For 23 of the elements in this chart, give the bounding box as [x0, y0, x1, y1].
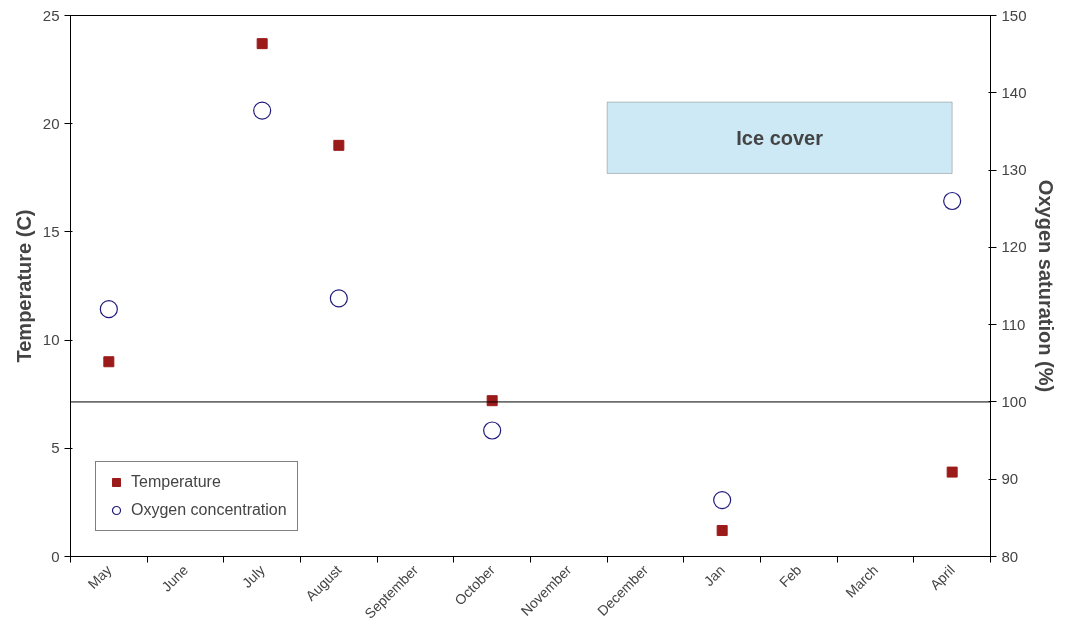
y-tick-label: 10 [42, 331, 60, 349]
y2-tick-label: 100 [1001, 392, 1027, 410]
y-axis-title: Temperature (C) [12, 209, 35, 363]
x-tick-label: May [84, 561, 115, 592]
y-tick-label: 20 [42, 114, 60, 132]
y2-tick-label: 140 [1001, 83, 1027, 101]
y-tick-label: 25 [42, 6, 60, 24]
y-tick-label: 5 [51, 439, 60, 457]
legend-label: Temperature [131, 473, 221, 491]
y2-tick-label: 110 [1001, 315, 1026, 333]
x-tick-label: July [238, 561, 268, 591]
y2-axis-title: Oxygen saturation (%) [1034, 179, 1057, 393]
y2-tick-label: 130 [1001, 161, 1027, 179]
band-label: Ice cover [736, 126, 824, 149]
x-tick-label: Feb [776, 561, 805, 591]
y-tick-label: 15 [42, 222, 60, 240]
y2-tick-label: 80 [1001, 547, 1019, 565]
y-tick-label: 0 [51, 547, 60, 565]
x-tick-label: Jan [700, 561, 728, 590]
legend-label: Oxygen concentration [131, 501, 287, 519]
y2-tick-label: 90 [1001, 470, 1019, 488]
y2-tick-label: 120 [1001, 238, 1027, 256]
y2-tick-label: 150 [1001, 6, 1027, 24]
